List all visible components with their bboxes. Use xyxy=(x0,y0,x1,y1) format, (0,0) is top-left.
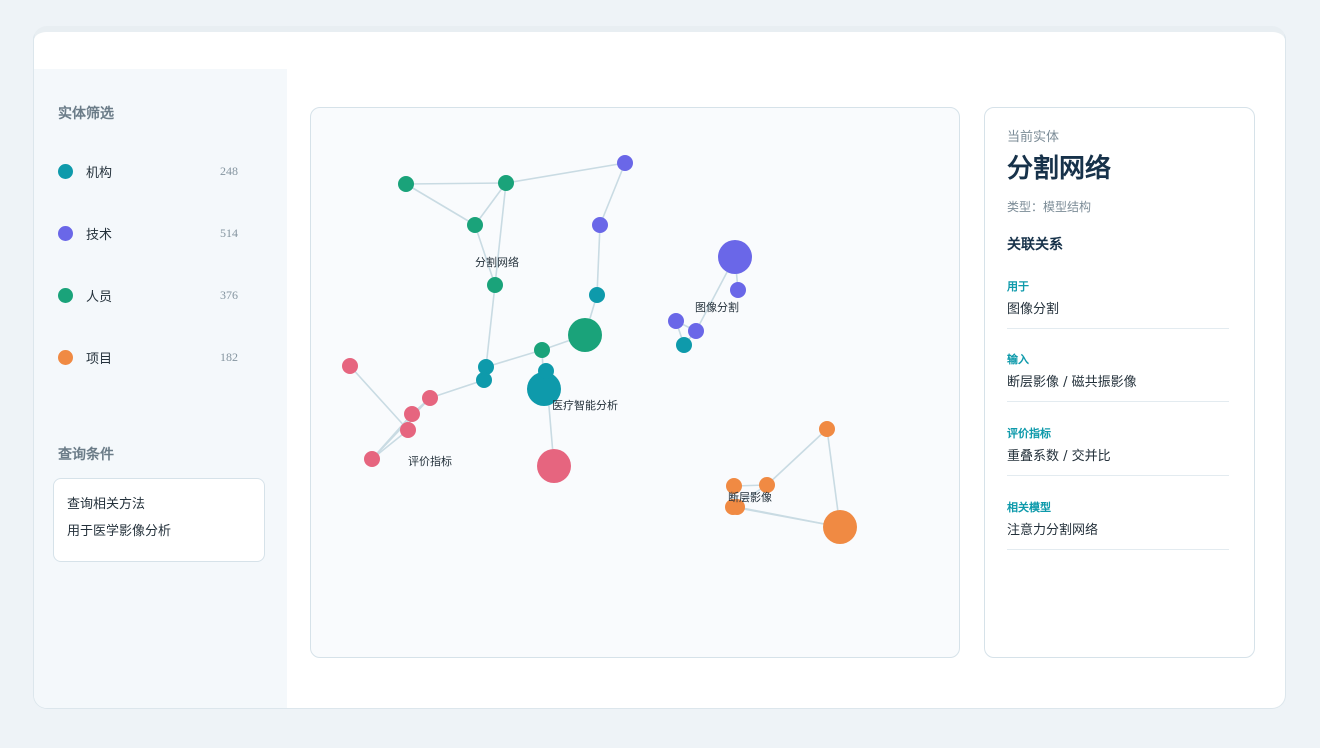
legend-item-tech[interactable]: 技术 514 xyxy=(58,223,238,243)
graph-node[interactable] xyxy=(476,372,492,388)
graph-node[interactable] xyxy=(730,282,746,298)
relations-title: 关联关系 xyxy=(1007,237,1063,253)
graph-edge xyxy=(405,183,476,226)
graph-node[interactable] xyxy=(537,449,571,483)
legend-item-person[interactable]: 人员 376 xyxy=(58,285,238,305)
relation-item: 相关模型 注意力分割网络 xyxy=(1007,499,1229,550)
legend-item-project[interactable]: 项目 182 xyxy=(58,347,238,367)
graph-node[interactable] xyxy=(592,217,608,233)
relation-key: 相关模型 xyxy=(1007,501,1051,514)
graph-node[interactable] xyxy=(668,313,684,329)
knowledge-graph[interactable]: 分割网络医疗智能分析评价指标 图像分割断层影像 xyxy=(310,107,960,658)
legend-dot-org xyxy=(58,163,73,179)
graph-node[interactable] xyxy=(404,406,420,422)
relation-item: 评价指标 重叠系数 / 交并比 xyxy=(1007,425,1229,476)
graph-node[interactable] xyxy=(487,277,503,293)
graph-node[interactable] xyxy=(819,421,835,437)
graph-node[interactable] xyxy=(759,477,775,493)
sidebar: 实体筛选 机构 248 技术 514 人员 376 项目 182 查询条件 查询… xyxy=(34,69,287,708)
query-title: 查询条件 xyxy=(58,447,114,463)
graph-node[interactable] xyxy=(688,323,704,339)
entity-name: 分割网络 xyxy=(1007,154,1112,184)
graph-node[interactable] xyxy=(527,372,561,406)
relation-item: 输入 断层影像 / 磁共振影像 xyxy=(1007,351,1229,402)
relation-value: 重叠系数 / 交并比 xyxy=(1007,449,1111,464)
query-box[interactable]: 查询相关方法 用于医学影像分析 xyxy=(53,478,265,562)
relation-value: 图像分割 xyxy=(1007,302,1060,317)
graph-edge xyxy=(485,284,496,368)
legend-dot-tech xyxy=(58,225,73,241)
legend-dot-project xyxy=(58,349,73,365)
legend-item-org[interactable]: 机构 248 xyxy=(58,161,238,181)
graph-node[interactable] xyxy=(538,363,554,379)
graph-edge xyxy=(474,182,507,226)
entity-detail-panel: 当前实体 分割网络 类型：模型结构 关联关系 用于 图像分割 输入 断层影像 /… xyxy=(984,107,1255,658)
relation-value: 注意力分割网络 xyxy=(1007,523,1099,538)
graph-node[interactable] xyxy=(498,175,514,191)
relation-key: 用于 xyxy=(1007,280,1029,293)
graph-node[interactable] xyxy=(568,318,602,352)
graph-node[interactable] xyxy=(718,240,752,274)
graph-node[interactable] xyxy=(398,176,414,192)
detail-caption: 当前实体 xyxy=(1007,130,1060,145)
graph-node[interactable] xyxy=(676,337,692,353)
relation-value: 断层影像 / 磁共振影像 xyxy=(1007,375,1137,390)
relation-key: 评价指标 xyxy=(1007,427,1051,440)
graph-node-label: 图像分割 xyxy=(695,300,739,314)
graph-node[interactable] xyxy=(364,451,380,467)
graph-edge xyxy=(494,182,507,286)
graph-node[interactable] xyxy=(823,510,857,544)
legend-count: 514 xyxy=(220,225,238,240)
graph-edge xyxy=(732,506,841,528)
graph-edge xyxy=(766,428,828,486)
relation-key: 输入 xyxy=(1007,353,1029,366)
query-line: 查询相关方法 xyxy=(67,497,146,512)
graph-edge xyxy=(349,365,409,431)
graph-edge xyxy=(485,349,543,368)
app-window: 实体筛选 机构 248 技术 514 人员 376 项目 182 查询条件 查询… xyxy=(33,26,1286,709)
graph-node[interactable] xyxy=(478,359,494,375)
graph-edge xyxy=(405,182,507,185)
graph-node[interactable] xyxy=(422,390,438,406)
graph-node[interactable] xyxy=(725,499,741,515)
entity-type: 类型：模型结构 xyxy=(1007,200,1092,214)
graph-node[interactable] xyxy=(617,155,633,171)
legend-count: 248 xyxy=(220,163,238,178)
graph-edge xyxy=(505,162,626,184)
filter-title: 实体筛选 xyxy=(58,106,114,122)
graph-node[interactable] xyxy=(342,358,358,374)
legend-count: 376 xyxy=(220,287,238,302)
legend-label: 项目 xyxy=(86,351,113,367)
graph-node-label: 分割网络 xyxy=(475,255,519,269)
legend-label: 机构 xyxy=(86,165,113,181)
relation-item: 用于 图像分割 xyxy=(1007,278,1229,329)
legend-label: 人员 xyxy=(86,289,113,305)
graph-edge xyxy=(599,162,626,226)
graph-edge xyxy=(474,224,496,286)
graph-node[interactable] xyxy=(400,422,416,438)
graph-node[interactable] xyxy=(534,342,550,358)
graph-node-label: 医疗智能分析 xyxy=(552,398,618,412)
graph-node[interactable] xyxy=(467,217,483,233)
graph-edge xyxy=(429,379,485,399)
legend-label: 技术 xyxy=(86,227,113,243)
query-line: 用于医学影像分析 xyxy=(67,524,172,539)
legend-dot-person xyxy=(58,287,73,303)
graph-node[interactable] xyxy=(589,287,605,303)
nodes-layer xyxy=(342,155,857,544)
graph-edge xyxy=(596,224,601,296)
graph-node-label: 断层影像 xyxy=(728,490,772,504)
legend-count: 182 xyxy=(220,349,238,364)
graph-node[interactable] xyxy=(726,478,742,494)
graph-node-label: 评价指标 xyxy=(408,454,452,468)
